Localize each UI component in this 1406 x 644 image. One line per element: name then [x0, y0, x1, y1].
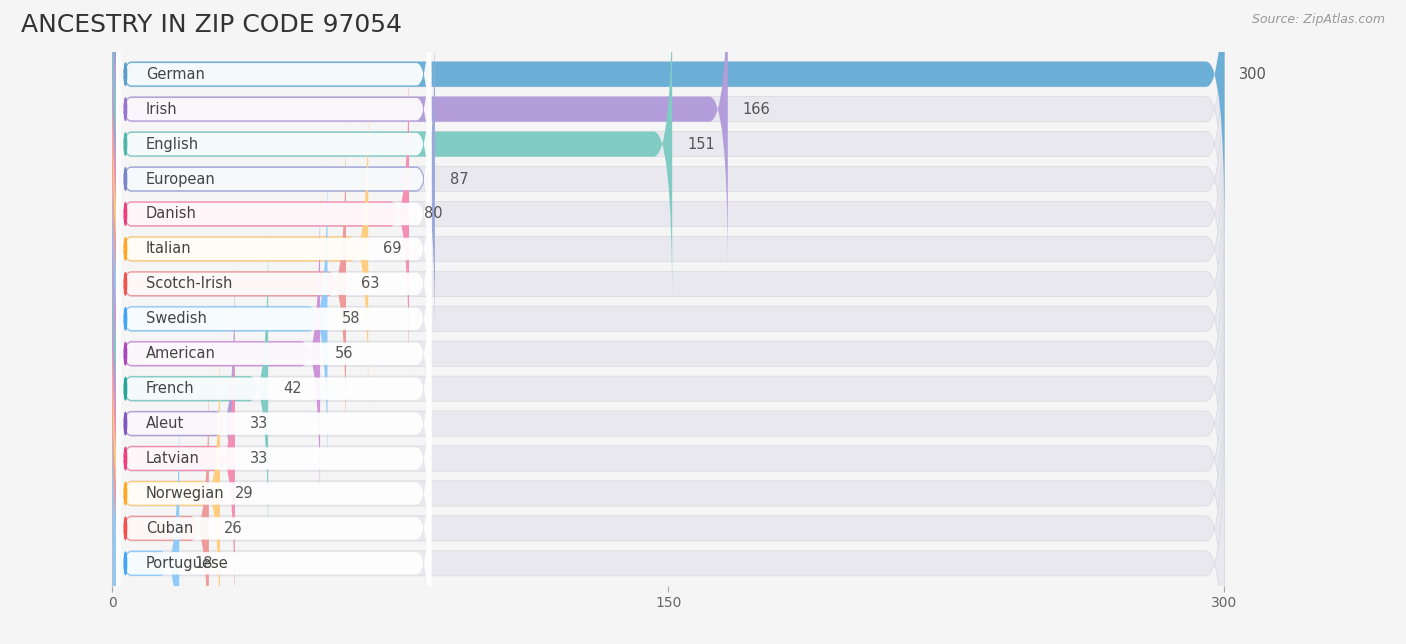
Text: Portuguese: Portuguese — [146, 556, 229, 571]
Circle shape — [124, 377, 127, 400]
Text: Italian: Italian — [146, 242, 191, 256]
Text: Swedish: Swedish — [146, 311, 207, 327]
FancyBboxPatch shape — [112, 0, 728, 271]
FancyBboxPatch shape — [117, 365, 432, 622]
FancyBboxPatch shape — [112, 17, 434, 341]
FancyBboxPatch shape — [112, 401, 1225, 644]
FancyBboxPatch shape — [117, 190, 432, 448]
Circle shape — [124, 203, 127, 225]
Circle shape — [124, 98, 127, 120]
Text: 151: 151 — [688, 137, 714, 151]
Circle shape — [124, 272, 127, 295]
Text: 56: 56 — [335, 346, 353, 361]
FancyBboxPatch shape — [112, 192, 1225, 516]
Text: Danish: Danish — [146, 207, 197, 222]
Circle shape — [124, 482, 127, 505]
FancyBboxPatch shape — [112, 261, 1225, 585]
Circle shape — [124, 343, 127, 365]
Text: American: American — [146, 346, 215, 361]
FancyBboxPatch shape — [112, 156, 328, 481]
FancyBboxPatch shape — [117, 155, 432, 412]
FancyBboxPatch shape — [112, 0, 1225, 236]
Text: 29: 29 — [235, 486, 253, 501]
FancyBboxPatch shape — [112, 401, 179, 644]
FancyBboxPatch shape — [112, 0, 1225, 306]
FancyBboxPatch shape — [117, 225, 432, 482]
Text: Latvian: Latvian — [146, 451, 200, 466]
FancyBboxPatch shape — [112, 17, 1225, 341]
FancyBboxPatch shape — [112, 156, 1225, 481]
FancyBboxPatch shape — [112, 296, 1225, 621]
FancyBboxPatch shape — [117, 120, 432, 377]
FancyBboxPatch shape — [112, 122, 346, 446]
Circle shape — [124, 133, 127, 155]
FancyBboxPatch shape — [117, 330, 432, 587]
Circle shape — [124, 168, 127, 190]
Text: Scotch-Irish: Scotch-Irish — [146, 276, 232, 291]
FancyBboxPatch shape — [117, 400, 432, 644]
FancyBboxPatch shape — [112, 227, 1225, 551]
Text: 63: 63 — [361, 276, 380, 291]
FancyBboxPatch shape — [117, 260, 432, 517]
FancyBboxPatch shape — [117, 435, 432, 644]
FancyBboxPatch shape — [117, 0, 432, 203]
Text: 69: 69 — [382, 242, 402, 256]
Text: 300: 300 — [1239, 67, 1267, 82]
Text: Source: ZipAtlas.com: Source: ZipAtlas.com — [1251, 13, 1385, 26]
Text: 87: 87 — [450, 171, 468, 187]
Text: 18: 18 — [194, 556, 212, 571]
Text: 42: 42 — [283, 381, 302, 396]
FancyBboxPatch shape — [117, 0, 432, 238]
Text: Cuban: Cuban — [146, 521, 193, 536]
FancyBboxPatch shape — [112, 0, 1225, 236]
Text: French: French — [146, 381, 194, 396]
FancyBboxPatch shape — [112, 87, 1225, 411]
Circle shape — [124, 448, 127, 469]
FancyBboxPatch shape — [117, 295, 432, 552]
Text: 33: 33 — [250, 416, 269, 431]
Circle shape — [124, 238, 127, 260]
FancyBboxPatch shape — [112, 192, 321, 516]
FancyBboxPatch shape — [112, 0, 1225, 271]
FancyBboxPatch shape — [112, 366, 1225, 644]
Circle shape — [124, 308, 127, 330]
Text: Norwegian: Norwegian — [146, 486, 225, 501]
Text: 80: 80 — [423, 207, 443, 222]
FancyBboxPatch shape — [112, 366, 209, 644]
Circle shape — [124, 517, 127, 540]
FancyBboxPatch shape — [112, 0, 672, 306]
Circle shape — [124, 552, 127, 574]
FancyBboxPatch shape — [117, 50, 432, 308]
Text: 33: 33 — [250, 451, 269, 466]
Text: Irish: Irish — [146, 102, 177, 117]
Text: 26: 26 — [224, 521, 242, 536]
FancyBboxPatch shape — [112, 122, 1225, 446]
FancyBboxPatch shape — [117, 15, 432, 272]
FancyBboxPatch shape — [112, 332, 219, 644]
Text: 58: 58 — [342, 311, 361, 327]
Text: Aleut: Aleut — [146, 416, 184, 431]
Text: 166: 166 — [742, 102, 770, 117]
Text: ANCESTRY IN ZIP CODE 97054: ANCESTRY IN ZIP CODE 97054 — [21, 13, 402, 37]
FancyBboxPatch shape — [112, 261, 235, 585]
Text: English: English — [146, 137, 200, 151]
FancyBboxPatch shape — [112, 332, 1225, 644]
FancyBboxPatch shape — [112, 52, 1225, 376]
FancyBboxPatch shape — [117, 86, 432, 343]
FancyBboxPatch shape — [112, 87, 368, 411]
Circle shape — [124, 63, 127, 86]
Text: European: European — [146, 171, 215, 187]
FancyBboxPatch shape — [112, 296, 235, 621]
Text: German: German — [146, 67, 205, 82]
Circle shape — [124, 412, 127, 435]
FancyBboxPatch shape — [112, 52, 409, 376]
FancyBboxPatch shape — [112, 227, 269, 551]
